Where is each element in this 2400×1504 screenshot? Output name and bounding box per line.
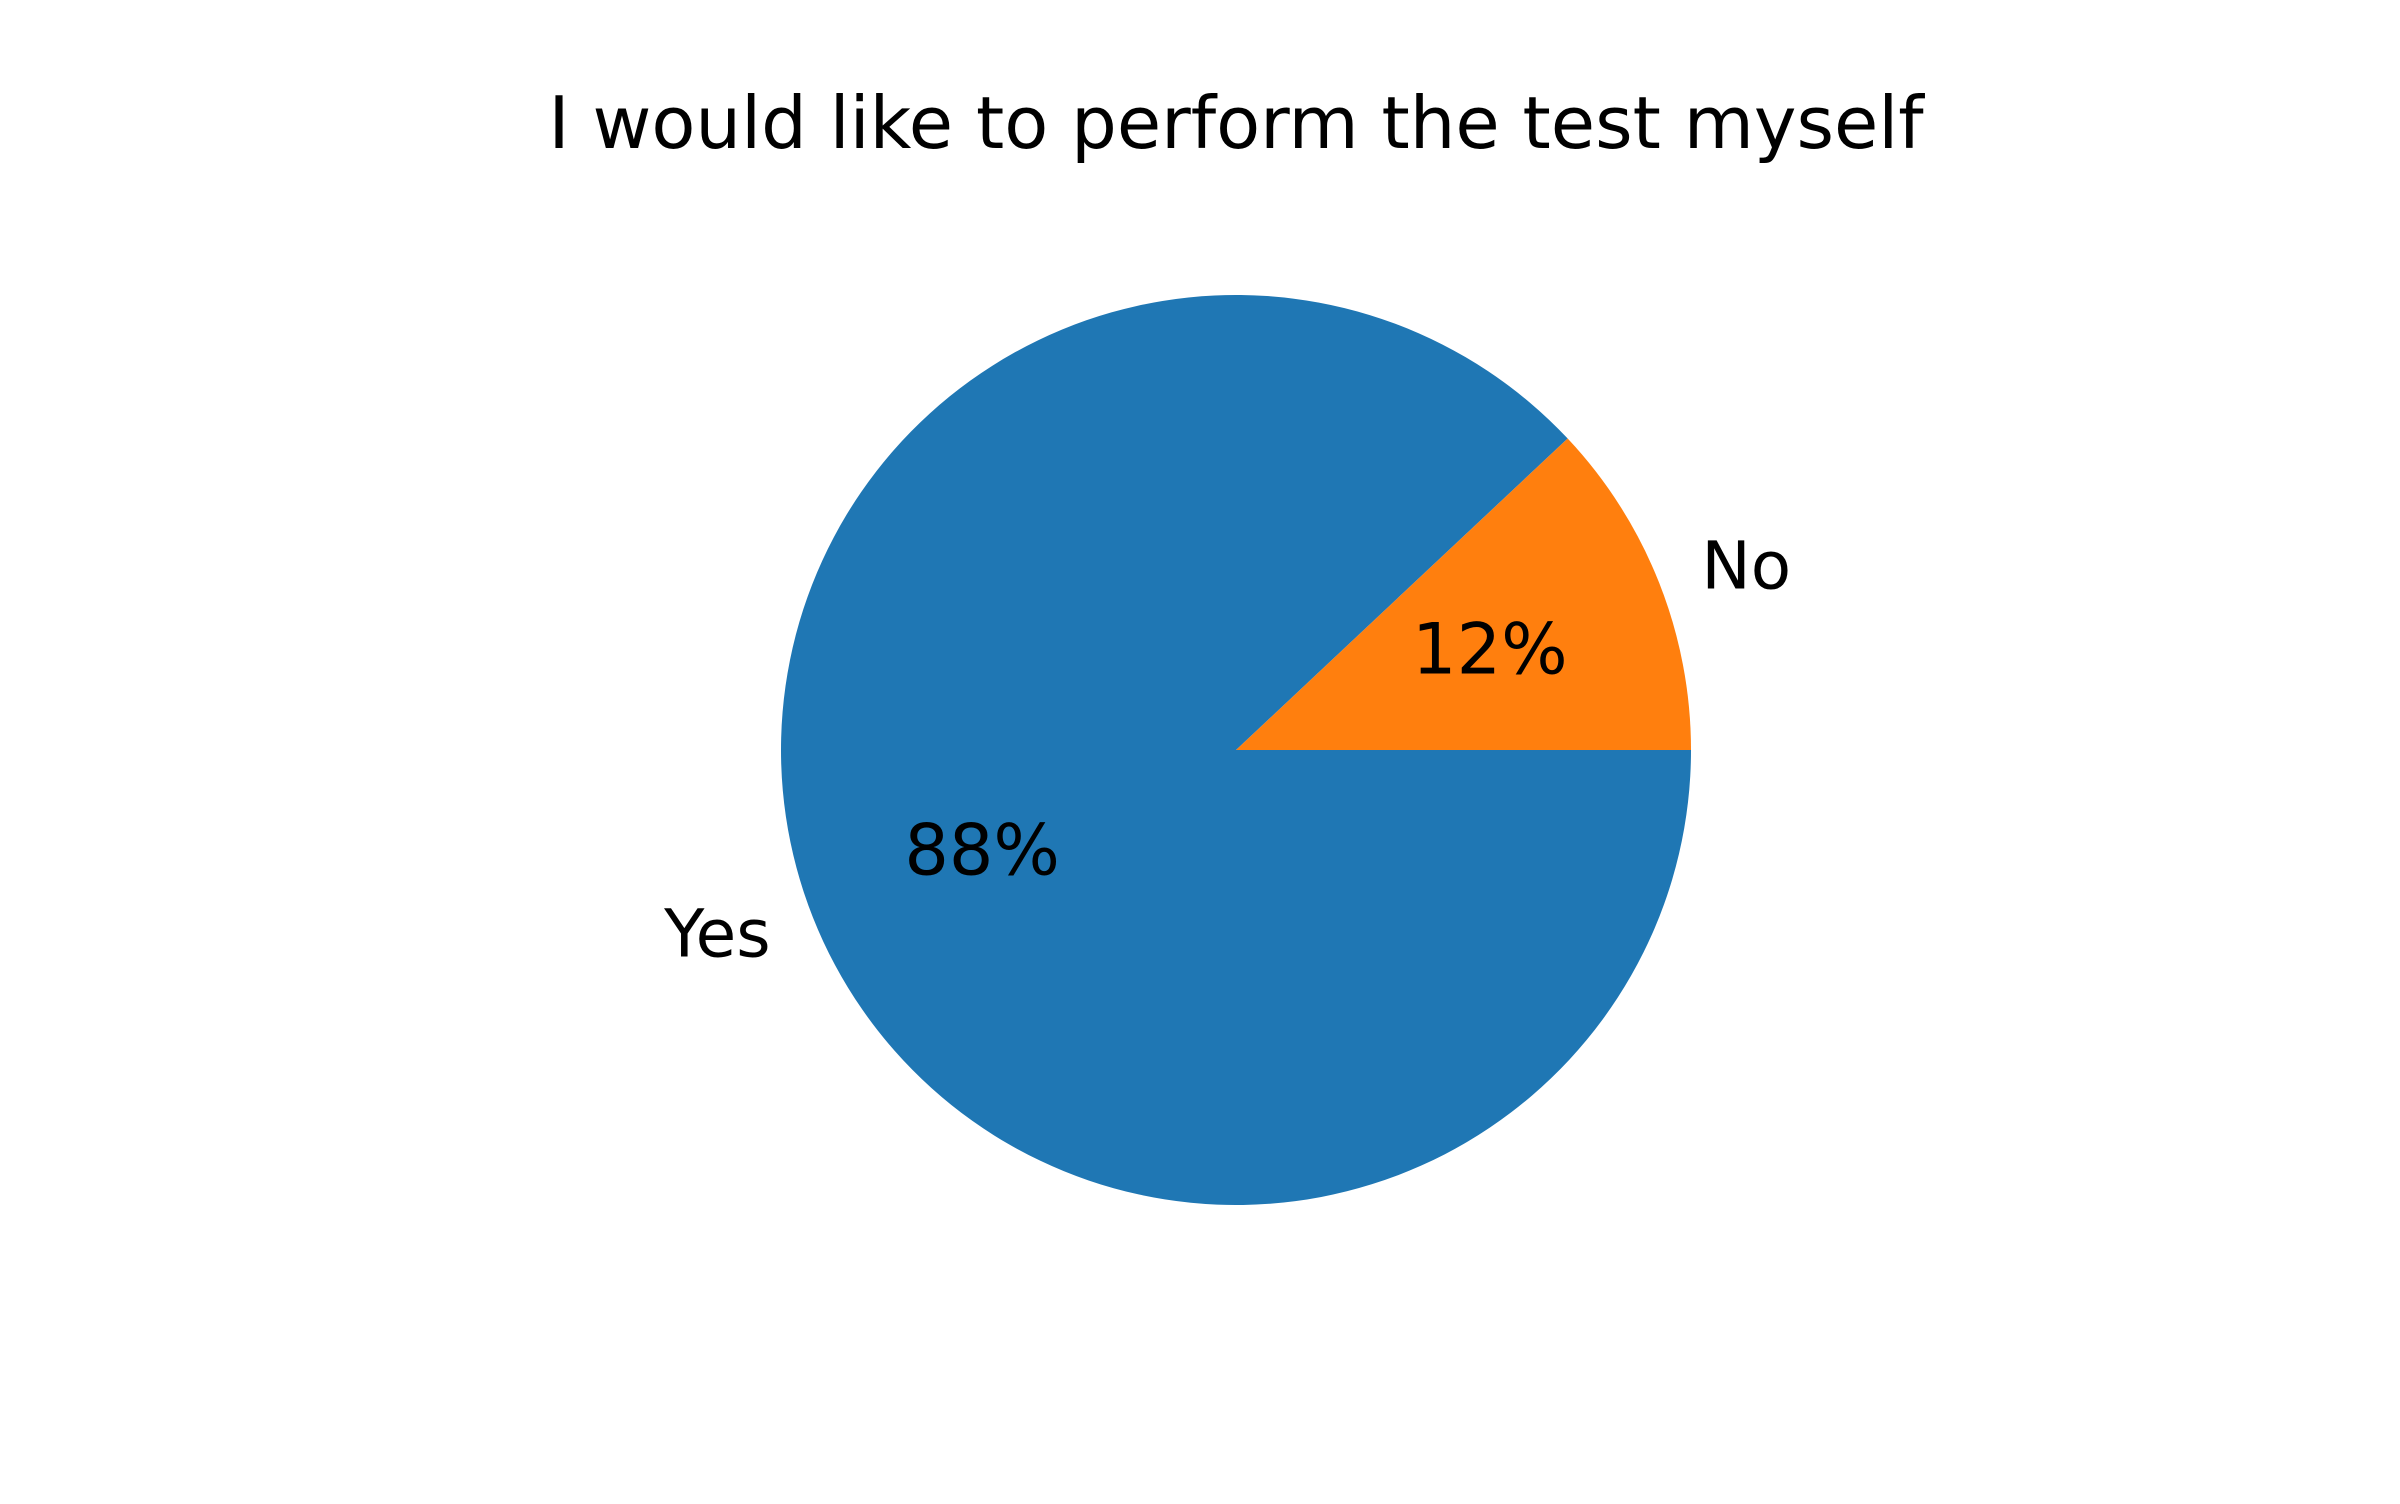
pie-category-label-yes: Yes: [663, 896, 771, 973]
pie-value-label-yes: 88%: [904, 809, 1060, 891]
pie-value-label-no: 12%: [1412, 609, 1568, 691]
pie-labels: Yes 88% No 12%: [663, 527, 1791, 972]
chart-title: I would like to perform the test myself: [548, 81, 1925, 165]
pie-slice-no: [1236, 438, 1691, 750]
pie-category-label-no: No: [1701, 527, 1791, 604]
pie-slices: [781, 294, 1691, 1205]
